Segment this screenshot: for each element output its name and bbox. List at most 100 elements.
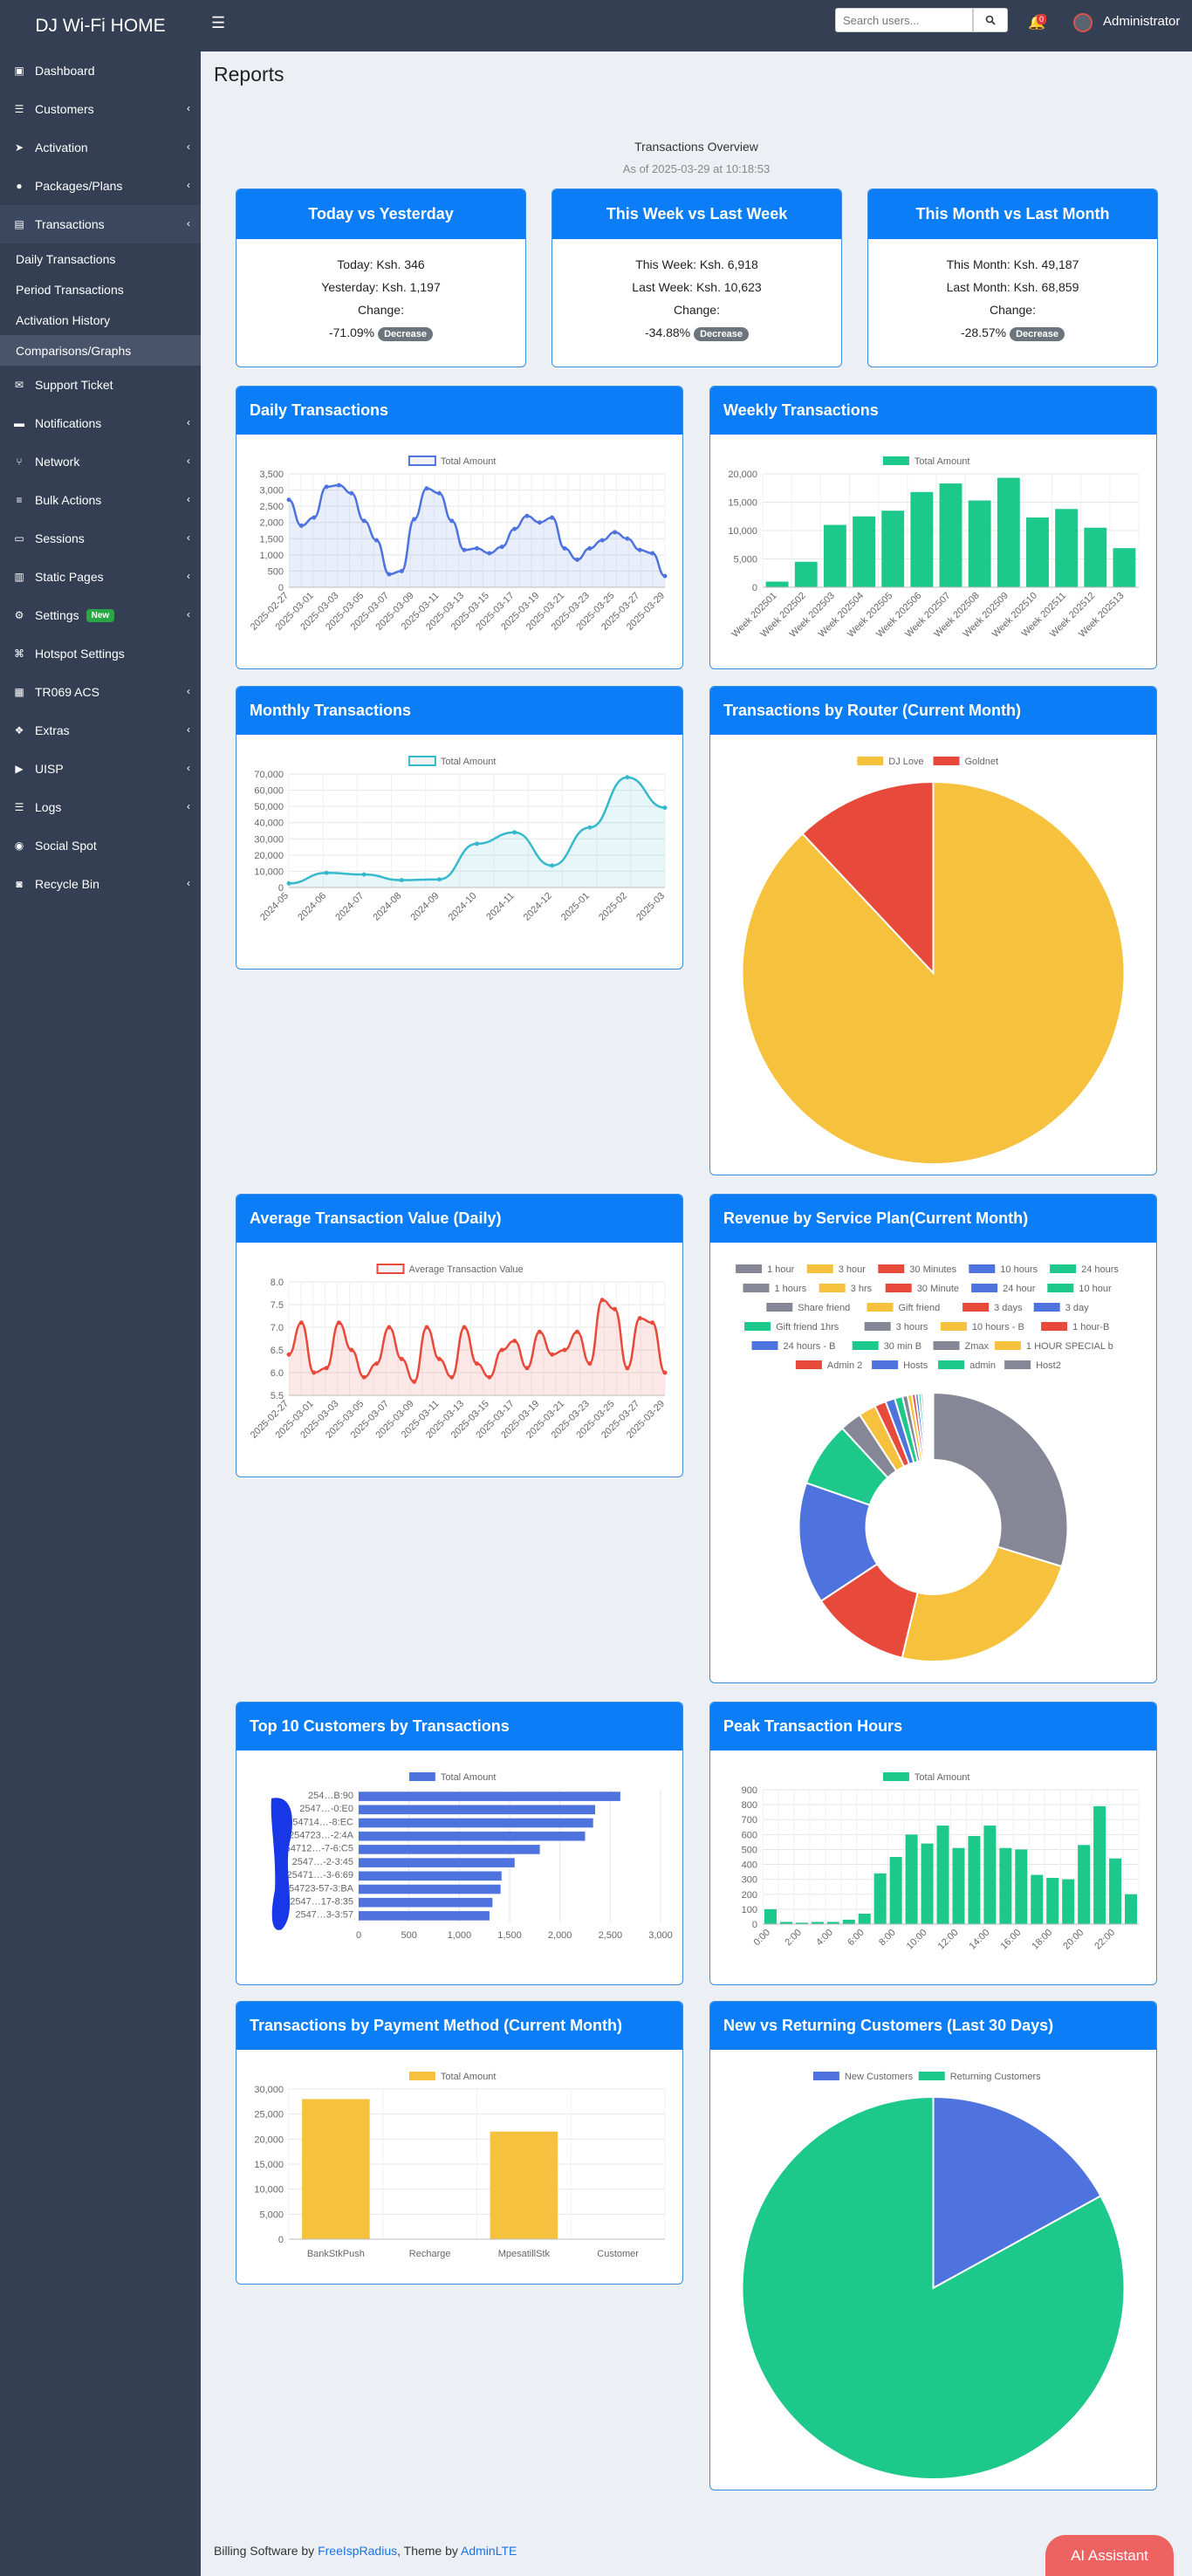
data-point[interactable] <box>424 486 429 491</box>
data-point[interactable] <box>574 1329 579 1334</box>
data-point[interactable] <box>399 568 404 573</box>
bar[interactable] <box>826 1922 839 1924</box>
bar[interactable] <box>1084 527 1107 587</box>
bar[interactable] <box>359 1871 502 1881</box>
bar[interactable] <box>811 1922 824 1924</box>
brand-logo[interactable]: DJ Wi-Fi HOME <box>35 15 166 36</box>
bar[interactable] <box>823 524 846 588</box>
sidebar-item-transactions[interactable]: ▤ Transactions ‹ <box>0 205 201 243</box>
bar[interactable] <box>881 510 905 587</box>
data-point[interactable] <box>637 1316 642 1321</box>
search-users-input[interactable] <box>835 8 973 32</box>
bar[interactable] <box>359 1845 540 1854</box>
data-point[interactable] <box>436 490 442 496</box>
data-point[interactable] <box>587 1361 593 1367</box>
data-point[interactable] <box>599 1298 605 1303</box>
data-point[interactable] <box>424 1325 429 1330</box>
data-point[interactable] <box>361 518 367 524</box>
sidebar-item-network[interactable]: ⑂ Network ‹ <box>0 442 201 481</box>
data-point[interactable] <box>487 1374 492 1380</box>
sidebar-item-customers[interactable]: ☰ Customers ‹ <box>0 90 201 128</box>
bar[interactable] <box>359 1911 490 1921</box>
sidebar-item-logs[interactable]: ☰ Logs ‹ <box>0 788 201 826</box>
data-point[interactable] <box>298 523 304 528</box>
data-point[interactable] <box>312 515 317 520</box>
bar[interactable] <box>936 1826 949 1924</box>
data-point[interactable] <box>436 877 442 882</box>
data-point[interactable] <box>625 1366 630 1371</box>
bar[interactable] <box>910 491 934 587</box>
bar[interactable] <box>1125 1894 1138 1924</box>
bar[interactable] <box>889 1857 902 1924</box>
bar[interactable] <box>968 500 991 587</box>
slice[interactable] <box>741 2095 1126 2480</box>
data-point[interactable] <box>613 1306 618 1312</box>
search-button[interactable] <box>973 8 1008 32</box>
data-point[interactable] <box>336 1320 341 1326</box>
data-point[interactable] <box>475 841 479 846</box>
data-point[interactable] <box>662 805 668 811</box>
data-point[interactable] <box>412 1379 417 1384</box>
menu-toggle-icon[interactable]: ☰ <box>211 14 226 31</box>
data-point[interactable] <box>449 1374 455 1380</box>
data-point[interactable] <box>462 547 467 552</box>
data-point[interactable] <box>524 513 530 518</box>
bar[interactable] <box>1055 509 1079 587</box>
bar[interactable] <box>853 516 875 587</box>
data-point[interactable] <box>499 545 504 550</box>
sidebar-item-extras[interactable]: ❖ Extras ‹ <box>0 711 201 750</box>
data-point[interactable] <box>499 1347 504 1353</box>
bar[interactable] <box>1093 1805 1106 1924</box>
data-point[interactable] <box>324 1366 329 1371</box>
data-point[interactable] <box>374 538 380 543</box>
data-point[interactable] <box>574 557 579 562</box>
sidebar-item-sessions[interactable]: ▭ Sessions ‹ <box>0 519 201 558</box>
sidebar-item-recycle-bin[interactable]: ◙ Recycle Bin ‹ <box>0 865 201 903</box>
data-point[interactable] <box>349 1347 354 1353</box>
sidebar-item-settings[interactable]: ⚙ Settings New ‹ <box>0 596 201 634</box>
data-point[interactable] <box>650 1320 655 1326</box>
bar[interactable] <box>1015 1849 1028 1924</box>
bar[interactable] <box>1046 1877 1059 1924</box>
data-point[interactable] <box>449 518 455 524</box>
footer-link-adminlte[interactable]: AdminLTE <box>461 2544 517 2558</box>
data-point[interactable] <box>662 1370 668 1375</box>
data-point[interactable] <box>562 1347 567 1353</box>
data-point[interactable] <box>550 515 555 520</box>
data-point[interactable] <box>324 484 329 490</box>
data-point[interactable] <box>650 551 655 556</box>
sidebar-item-activation[interactable]: ➤ Activation ‹ <box>0 128 201 167</box>
sidebar-subitem-daily-transactions[interactable]: Daily Transactions <box>16 251 116 266</box>
data-point[interactable] <box>462 1325 467 1330</box>
data-point[interactable] <box>286 497 291 503</box>
bar[interactable] <box>983 1826 997 1924</box>
data-point[interactable] <box>361 1374 367 1380</box>
data-point[interactable] <box>336 483 341 488</box>
bar[interactable] <box>764 1908 777 1924</box>
data-point[interactable] <box>324 870 329 875</box>
sidebar-item-dashboard[interactable]: ▣ Dashboard <box>0 51 201 90</box>
slice[interactable] <box>932 1391 1069 1568</box>
user-menu[interactable]: Administrator <box>1103 14 1181 29</box>
data-point[interactable] <box>298 1320 304 1326</box>
data-point[interactable] <box>387 572 392 577</box>
bar[interactable] <box>905 1834 918 1924</box>
sidebar-item-packages-plans[interactable]: ● Packages/Plans ‹ <box>0 167 201 205</box>
data-point[interactable] <box>361 872 367 877</box>
bar[interactable] <box>842 1919 855 1924</box>
bar[interactable] <box>794 561 818 587</box>
bar[interactable] <box>999 1847 1012 1924</box>
sidebar-item-notifications[interactable]: ▬ Notifications ‹ <box>0 404 201 442</box>
bar[interactable] <box>939 483 963 587</box>
data-point[interactable] <box>587 545 593 551</box>
data-point[interactable] <box>512 830 517 835</box>
bar[interactable] <box>302 2099 370 2239</box>
bar[interactable] <box>359 1818 593 1828</box>
bar[interactable] <box>359 1792 620 1801</box>
data-point[interactable] <box>312 1370 317 1375</box>
data-point[interactable] <box>399 1356 404 1361</box>
slice[interactable] <box>932 2095 1102 2290</box>
data-point[interactable] <box>475 545 479 551</box>
data-point[interactable] <box>587 825 593 830</box>
bar[interactable] <box>1062 1879 1075 1924</box>
